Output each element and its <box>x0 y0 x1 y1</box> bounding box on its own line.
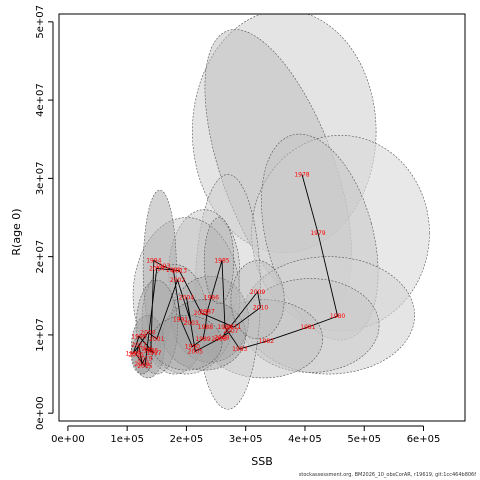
x-axis-title: SSB <box>251 455 273 468</box>
point-label-2015: 2015 <box>137 363 152 370</box>
point-label-1981: 1981 <box>300 324 315 331</box>
x-tick-label-2: 2e+05 <box>170 434 204 445</box>
point-labels: 1978 1979 1980 1981 1982 1983 1984 1985 1986 1987… <box>125 171 345 370</box>
point-label-2001: 2001 <box>149 336 164 343</box>
point-label-1991: 1991 <box>173 316 188 323</box>
point-label-2002: 2002 <box>170 277 185 284</box>
point-label-2004: 2004 <box>179 294 194 301</box>
point-label-2005: 2005 <box>188 348 203 355</box>
x-axis: 0e+00 1e+05 2e+05 3e+05 4e+05 5e+05 6e+05 <box>51 425 441 445</box>
point-label-2007: 2007 <box>223 328 238 335</box>
point-label-1983: 1983 <box>232 346 247 353</box>
x-tick-label-4: 4e+05 <box>288 434 322 445</box>
y-tick-label-3: 3e+07 <box>35 162 46 196</box>
y-tick-label-0: 0e+00 <box>35 396 46 430</box>
point-label-1992: 1992 <box>166 267 181 274</box>
point-label-2016: 2016 <box>128 351 143 358</box>
confidence-ellipses <box>131 14 430 410</box>
y-tick-label-2: 2e+07 <box>35 240 46 274</box>
point-label-2000: 2000 <box>140 330 155 337</box>
x-tick-label-1: 1e+05 <box>110 434 144 445</box>
point-label-1997: 1997 <box>146 350 161 357</box>
point-label-2017: 2017 <box>131 342 146 349</box>
point-label-1979: 1979 <box>310 230 325 237</box>
y-axis: 0e+00 1e+07 2e+07 3e+07 4e+07 5e+07 <box>35 5 54 430</box>
point-label-2003: 2003 <box>184 320 199 327</box>
point-label-1993: 1993 <box>155 263 170 270</box>
footer-caption: stockassessment.org, BM2026_10_obsCorAR,… <box>298 472 476 478</box>
point-label-1986: 1986 <box>204 294 219 301</box>
point-label-1999: 1999 <box>125 351 140 358</box>
point-label-2009: 2009 <box>250 289 265 296</box>
point-label-1995: 1995 <box>143 348 158 355</box>
y-tick-label-5: 5e+07 <box>35 5 46 39</box>
point-label-1989: 1989 <box>195 336 210 343</box>
point-label-1985: 1985 <box>214 258 229 265</box>
x-tick-label-6: 6e+05 <box>407 434 441 445</box>
point-label-1980: 1980 <box>330 313 345 320</box>
trajectory-layer <box>132 174 339 368</box>
point-label-1994: 1994 <box>146 258 161 265</box>
point-label-1988: 1988 <box>198 324 213 331</box>
y-tick-label-4: 4e+07 <box>35 83 46 117</box>
trajectory-line <box>132 174 339 368</box>
point-label-2012: 2012 <box>194 310 209 317</box>
x-tick-label-5: 5e+05 <box>347 434 381 445</box>
point-label-2011: 2011 <box>226 324 241 331</box>
plot-frame <box>58 13 466 422</box>
y-axis-title: R(age 0) <box>10 208 23 255</box>
y-tick-label-1: 1e+07 <box>35 318 46 352</box>
point-label-1996: 1996 <box>137 346 152 353</box>
ellipse-18 <box>203 217 235 304</box>
point-label-2006: 2006 <box>211 336 226 343</box>
point-label-1987: 1987 <box>200 308 215 315</box>
point-label-2008: 2008 <box>214 334 229 341</box>
point-label-2013: 2013 <box>172 268 187 275</box>
point-label-1984: 1984 <box>217 324 232 331</box>
x-tick-label-3: 3e+05 <box>229 434 263 445</box>
point-label-1978: 1978 <box>294 171 309 178</box>
point-label-2019: 2019 <box>137 355 152 362</box>
point-label-1990: 1990 <box>185 344 200 351</box>
x-tick-label-0: 0e+00 <box>51 434 85 445</box>
point-label-2014: 2014 <box>149 265 164 272</box>
point-label-2010: 2010 <box>253 305 268 312</box>
ellipse-12 <box>171 275 249 363</box>
point-label-2018: 2018 <box>134 361 149 368</box>
point-label-1982: 1982 <box>259 338 274 345</box>
point-label-1998: 1998 <box>131 333 146 340</box>
